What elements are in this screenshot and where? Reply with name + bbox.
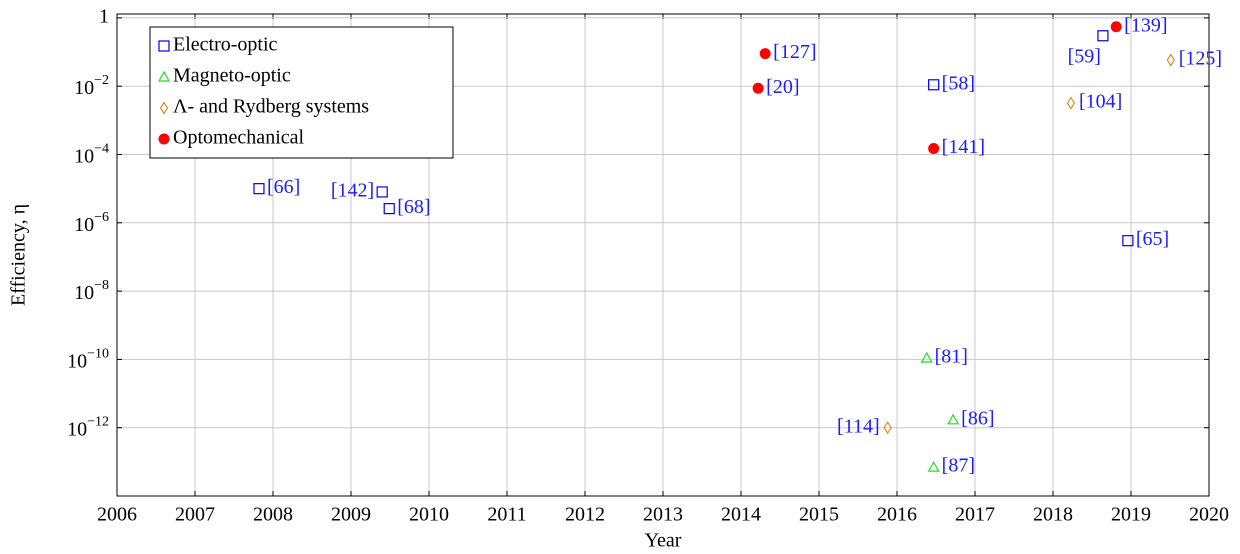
point-label: [58] — [942, 72, 975, 94]
legend-box — [149, 26, 454, 159]
y-tick-label: 10−4 — [74, 142, 109, 167]
point-label: [68] — [397, 196, 430, 218]
point-label: [86] — [961, 407, 994, 429]
marker-diamond — [159, 101, 169, 115]
legend: Electro-optic Magneto-optic Λ- and Rydberg… — [149, 26, 454, 159]
point-label: [66] — [267, 176, 300, 198]
point-label: [65] — [1136, 228, 1169, 250]
x-axis-label: Year — [645, 530, 682, 552]
marker-triangle — [947, 413, 960, 425]
marker-square — [376, 186, 388, 198]
x-tick-label: 2011 — [487, 504, 526, 526]
legend-label: Magneto-optic — [173, 65, 291, 87]
legend-label: Optomechanical — [173, 127, 304, 149]
x-tick-label: 2012 — [565, 504, 605, 526]
x-tick-label: 2009 — [331, 504, 371, 526]
marker-circle — [759, 48, 771, 60]
y-tick-label: 10−8 — [74, 278, 109, 303]
marker-circle — [158, 133, 170, 145]
y-tick-label: 10−6 — [74, 210, 109, 235]
marker-square — [383, 203, 395, 215]
marker-triangle — [920, 351, 933, 363]
x-tick-label: 2017 — [955, 504, 995, 526]
marker-diamond — [1066, 96, 1076, 110]
marker-square — [158, 40, 170, 52]
marker-square — [1122, 235, 1134, 247]
point-label: [142] — [331, 180, 374, 202]
x-tick-label: 2015 — [799, 504, 839, 526]
point-label: [20] — [766, 76, 799, 98]
x-tick-label: 2018 — [1033, 504, 1073, 526]
x-tick-label: 2007 — [175, 504, 215, 526]
point-label: [104] — [1079, 91, 1122, 113]
marker-square — [928, 79, 940, 91]
marker-triangle — [927, 460, 940, 472]
marker-diamond — [1166, 53, 1175, 67]
y-tick-label: 1 — [99, 5, 109, 27]
point-label: [125] — [1179, 48, 1222, 70]
point-label: [59] — [1068, 45, 1101, 67]
legend-label: Λ- and Rydberg systems — [173, 96, 369, 118]
x-tick-label: 2016 — [877, 504, 917, 526]
marker-circle — [1110, 21, 1122, 33]
y-tick-label: 10−12 — [67, 415, 109, 440]
y-tick-label: 10−10 — [67, 347, 109, 372]
point-label: [114] — [837, 415, 880, 437]
x-tick-label: 2006 — [97, 504, 137, 526]
marker-diamond — [883, 421, 892, 435]
x-tick-label: 2013 — [643, 504, 683, 526]
y-tick-label: 10−2 — [74, 73, 109, 98]
x-tick-label: 2008 — [253, 504, 293, 526]
x-tick-label: 2019 — [1111, 504, 1151, 526]
marker-square — [1097, 30, 1109, 42]
y-axis-label: Efficiency, η — [8, 204, 30, 306]
x-tick-label: 2014 — [721, 504, 761, 526]
marker-square — [253, 183, 265, 195]
point-label: [127] — [773, 41, 816, 63]
x-tick-label: 2020 — [1189, 504, 1229, 526]
point-label: [81] — [935, 346, 968, 368]
point-label: [87] — [942, 455, 975, 477]
marker-circle — [928, 142, 940, 154]
point-label: [141] — [942, 136, 985, 158]
legend-label: Electro-optic — [173, 34, 278, 56]
point-label: [139] — [1124, 14, 1167, 36]
marker-circle — [752, 82, 764, 94]
marker-triangle — [157, 70, 171, 82]
x-tick-label: 2010 — [409, 504, 449, 526]
plot-frame — [116, 13, 1210, 497]
